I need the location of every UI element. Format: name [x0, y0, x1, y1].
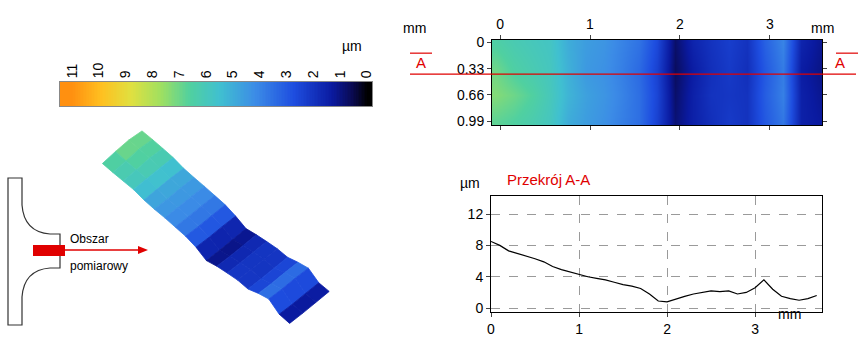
svg-text:3: 3: [751, 321, 759, 337]
svg-text:5: 5: [224, 70, 240, 78]
svg-text:10: 10: [90, 62, 106, 78]
svg-text:9: 9: [117, 70, 133, 78]
svg-text:1: 1: [332, 70, 348, 78]
svg-text:8: 8: [144, 70, 160, 78]
svg-text:mm: mm: [778, 306, 801, 322]
svg-text:0: 0: [487, 321, 495, 337]
svg-text:0: 0: [475, 300, 483, 316]
svg-text:8: 8: [475, 237, 483, 253]
svg-text:3: 3: [278, 70, 294, 78]
svg-text:µm: µm: [460, 175, 480, 191]
svg-text:0: 0: [358, 70, 374, 78]
svg-text:mm: mm: [811, 20, 834, 36]
svg-text:A: A: [416, 54, 426, 71]
svg-text:6: 6: [198, 70, 214, 78]
svg-text:4: 4: [251, 70, 267, 78]
svg-text:12: 12: [468, 206, 484, 222]
svg-text:3: 3: [766, 16, 774, 32]
svg-text:0.99: 0.99: [457, 113, 484, 129]
svg-text:0.66: 0.66: [457, 87, 484, 103]
svg-text:0: 0: [476, 34, 484, 50]
svg-text:1: 1: [575, 321, 583, 337]
svg-text:µm: µm: [342, 38, 362, 54]
svg-text:2: 2: [305, 70, 321, 78]
svg-text:2: 2: [663, 321, 671, 337]
svg-text:2: 2: [676, 16, 684, 32]
svg-text:0: 0: [496, 16, 504, 32]
svg-text:4: 4: [475, 269, 483, 285]
svg-text:A: A: [835, 54, 845, 71]
svg-text:Przekrój A-A: Przekrój A-A: [507, 171, 590, 188]
svg-text:pomiarowy: pomiarowy: [70, 259, 128, 273]
svg-text:0.33: 0.33: [457, 61, 484, 77]
svg-text:mm: mm: [403, 20, 426, 36]
svg-text:1: 1: [586, 16, 594, 32]
svg-text:7: 7: [171, 70, 187, 78]
svg-text:Obszar: Obszar: [70, 232, 109, 246]
svg-text:11: 11: [64, 63, 80, 78]
